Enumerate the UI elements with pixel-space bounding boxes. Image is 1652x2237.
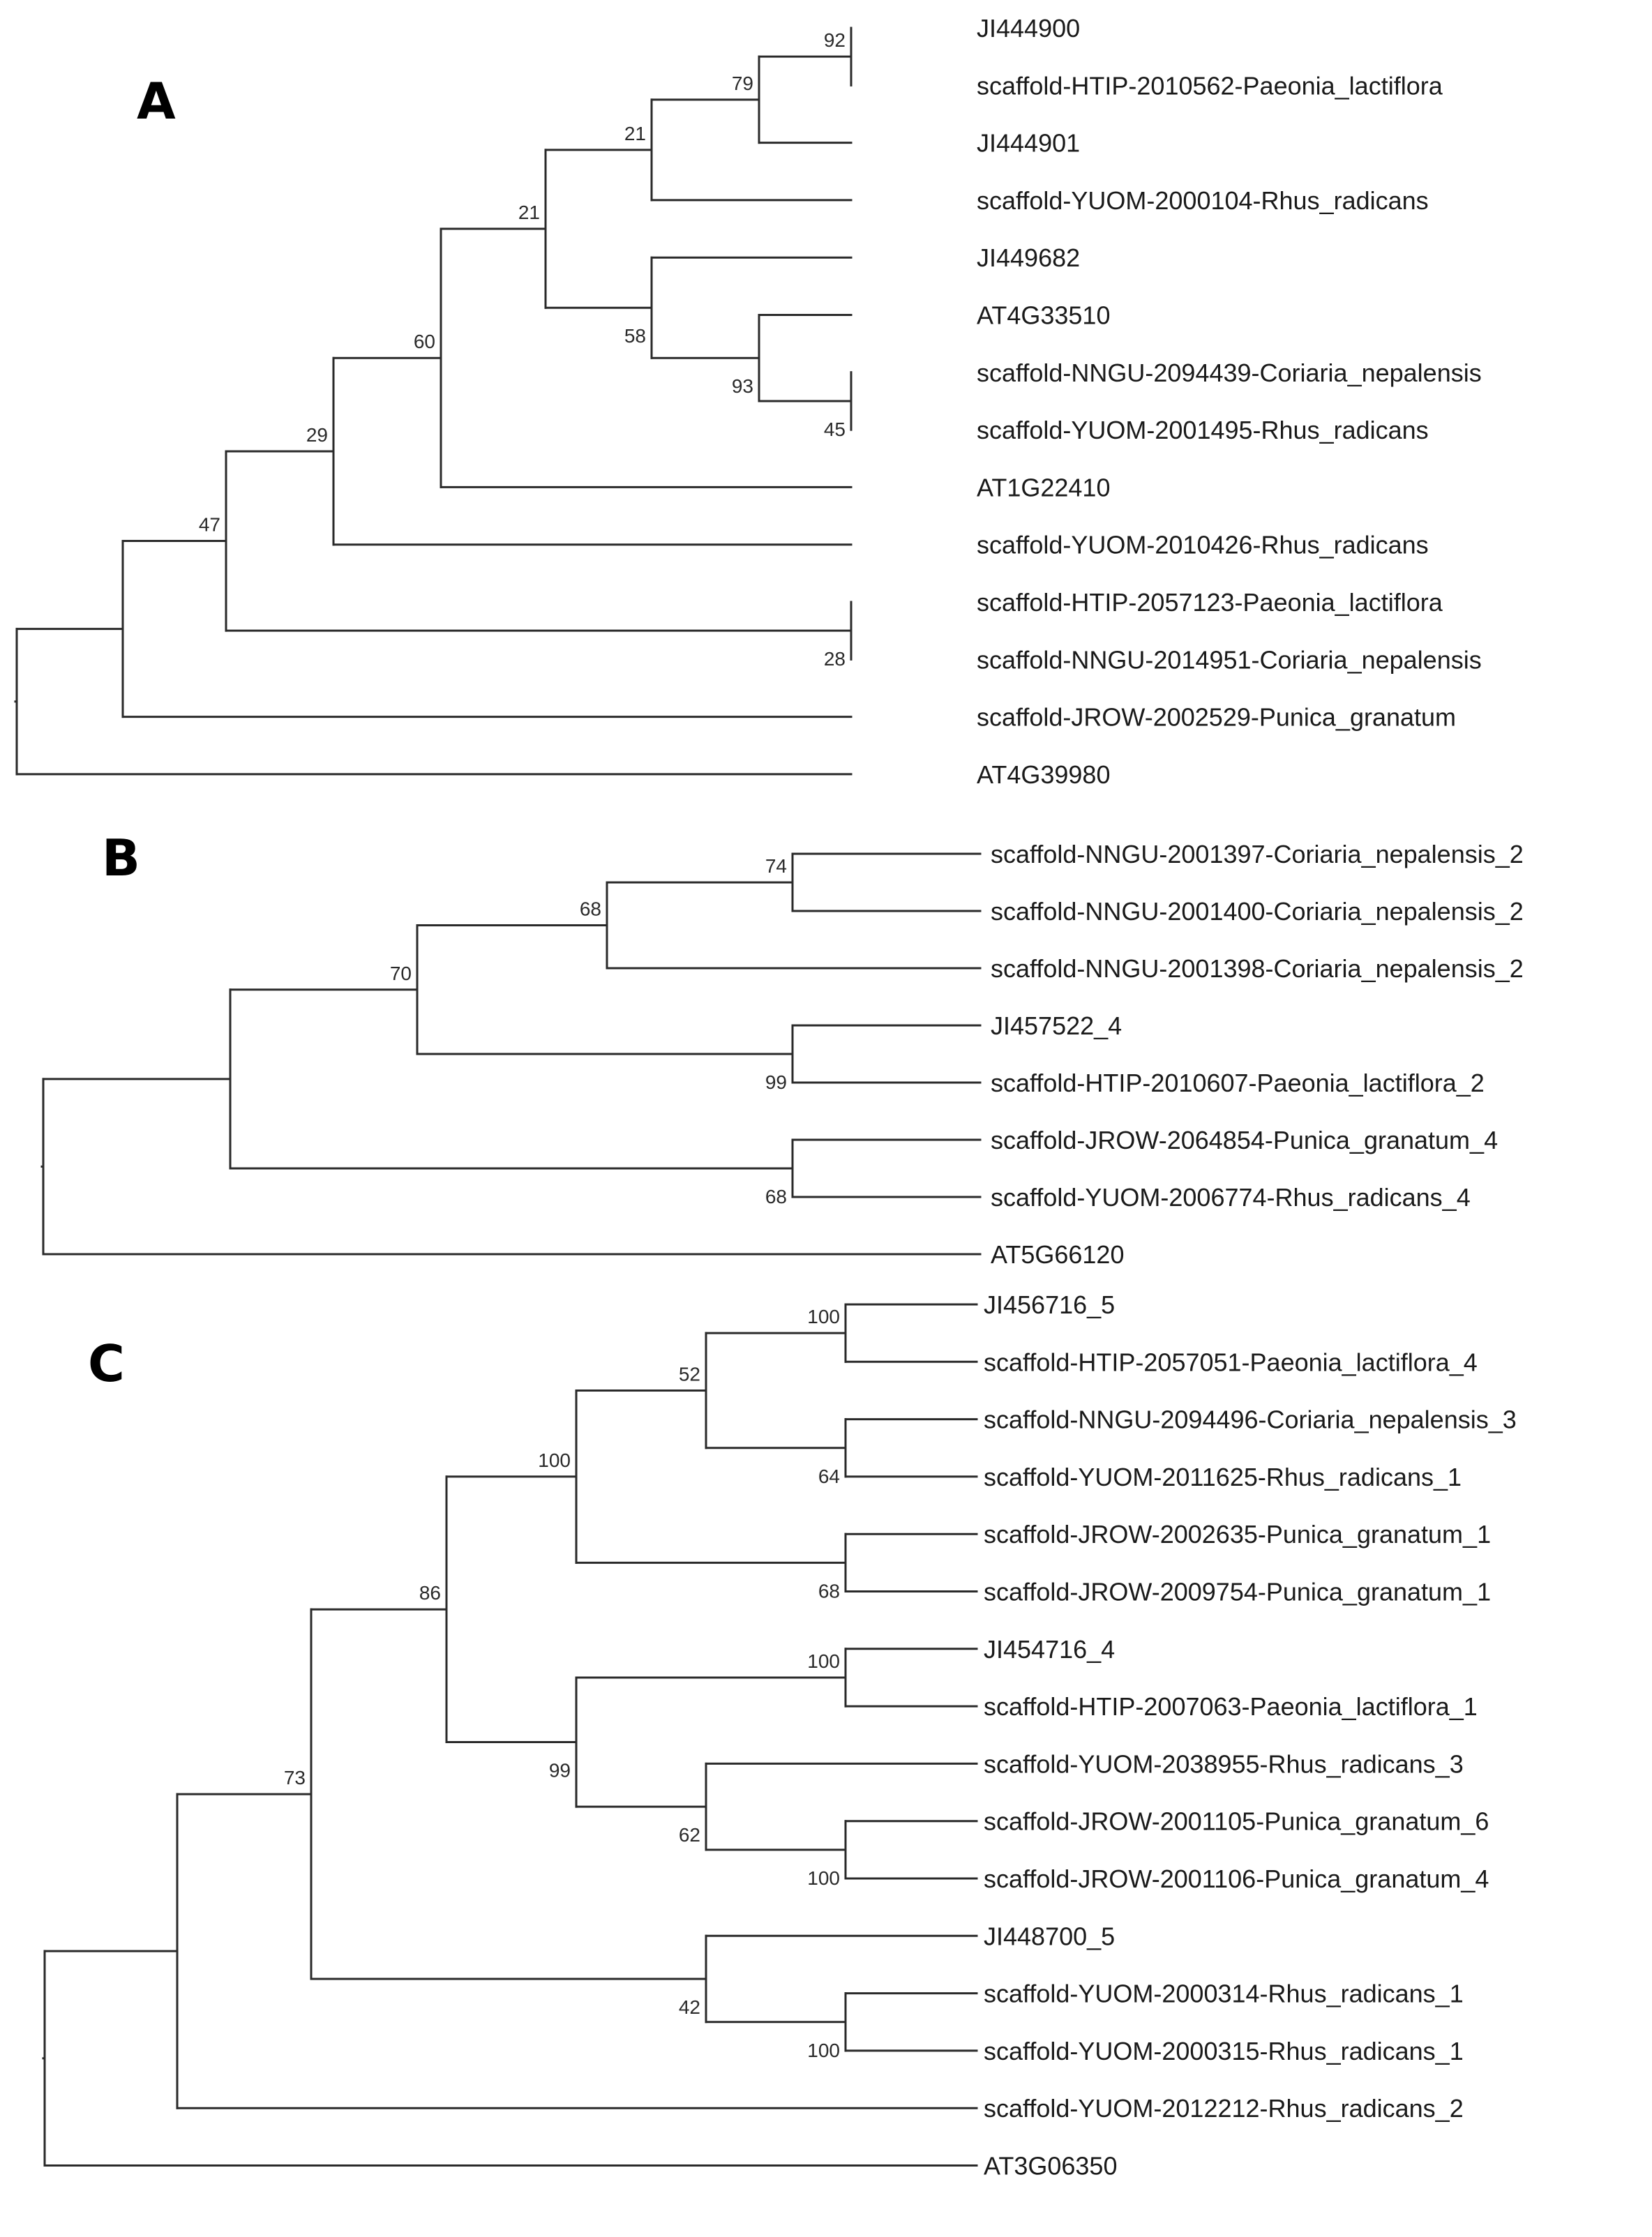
bootstrap-value: 100 — [807, 1306, 840, 1327]
bootstrap-value: 45 — [824, 419, 846, 440]
bootstrap-value: 21 — [518, 202, 540, 223]
panel-b: 74 68 99 70 68 scaffold-NNGU-2001397-Coriaria… — [40, 829, 1524, 1269]
bootstrap-value: 86 — [419, 1582, 441, 1604]
bootstrap-value: 68 — [818, 1580, 840, 1602]
bootstrap-value: 29 — [306, 424, 328, 446]
leaf-label: scaffold-JROW-2064854-Punica_granatum_4 — [991, 1126, 1498, 1154]
leaf-label: scaffold-NNGU-2094439-Coriaria_nepalensi… — [977, 359, 1482, 387]
leaf-label: AT4G33510 — [977, 301, 1110, 330]
leaf-label: scaffold-YUOM-2038955-Rhus_radicans_3 — [984, 1749, 1464, 1778]
leaf-label: AT5G66120 — [991, 1240, 1124, 1269]
bootstrap-value: 100 — [807, 1867, 840, 1889]
leaf-label: scaffold-YUOM-2000104-Rhus_radicans — [977, 186, 1429, 215]
leaf-label: scaffold-HTIP-2057051-Paeonia_lactiflora… — [984, 1348, 1478, 1376]
leaf-label: scaffold-HTIP-2057123-Paeonia_lactiflora — [977, 588, 1443, 617]
bootstrap-value: 68 — [765, 1186, 787, 1207]
bootstrap-value: 62 — [679, 1824, 700, 1846]
leaf-label: scaffold-YUOM-2001495-Rhus_radicans — [977, 416, 1429, 444]
bootstrap-value: 92 — [824, 29, 846, 51]
panel-letter: B — [102, 829, 140, 887]
bootstrap-value: 28 — [824, 648, 846, 670]
bootstrap-value: 47 — [199, 514, 220, 536]
leaf-label: scaffold-HTIP-2010607-Paeonia_lactiflora… — [991, 1069, 1485, 1097]
leaf-label: scaffold-YUOM-2012212-Rhus_radicans_2 — [984, 2094, 1464, 2123]
leaf-label: scaffold-NNGU-2094496-Coriaria_nepalensi… — [984, 1406, 1517, 1434]
panel-letter: A — [137, 72, 176, 130]
bootstrap-value: 93 — [732, 375, 753, 397]
leaf-label: scaffold-NNGU-2014951-Coriaria_nepalensi… — [977, 645, 1482, 674]
bootstrap-value: 70 — [390, 963, 412, 984]
leaf-label: scaffold-YUOM-2000315-Rhus_radicans_1 — [984, 2037, 1464, 2065]
leaf-label: scaffold-JROW-2001105-Punica_granatum_6 — [984, 1807, 1489, 1836]
bootstrap-value: 21 — [624, 123, 646, 144]
bootstrap-value: 79 — [732, 73, 753, 94]
bootstrap-value: 60 — [414, 331, 435, 352]
leaf-label: scaffold-YUOM-2010426-Rhus_radicans — [977, 531, 1429, 559]
panel-c: 100 64 52 68 100 100 100 62 99 86 100 42 73 JI456716_… — [42, 1290, 1517, 2180]
leaf-label: scaffold-HTIP-2007063-Paeonia_lactiflora… — [984, 1692, 1478, 1721]
bootstrap-value: 74 — [765, 855, 787, 877]
leaf-label: scaffold-YUOM-2006774-Rhus_radicans_4 — [991, 1183, 1471, 1212]
leaf-label: scaffold-NNGU-2001398-Coriaria_nepalensi… — [991, 954, 1524, 983]
leaf-label: scaffold-JROW-2002635-Punica_granatum_1 — [984, 1520, 1491, 1549]
leaf-label: JI444900 — [977, 14, 1080, 43]
bootstrap-value: 100 — [807, 1650, 840, 1672]
leaf-label: AT1G22410 — [977, 473, 1110, 502]
bootstrap-value: 42 — [679, 1996, 700, 2018]
panel-letter: C — [88, 1334, 125, 1393]
leaf-label: JI448700_5 — [984, 1922, 1115, 1950]
leaf-label: scaffold-YUOM-2011625-Rhus_radicans_1 — [984, 1463, 1462, 1491]
bootstrap-value: 73 — [284, 1767, 306, 1788]
bootstrap-value: 68 — [580, 898, 601, 920]
leaf-label: JI457522_4 — [991, 1011, 1122, 1040]
bootstrap-value: 100 — [538, 1449, 571, 1471]
leaf-label: scaffold-NNGU-2001400-Coriaria_nepalensi… — [991, 897, 1524, 926]
leaf-label: scaffold-JROW-2009754-Punica_granatum_1 — [984, 1578, 1491, 1606]
leaf-label: JI456716_5 — [984, 1290, 1115, 1319]
leaf-label: JI444901 — [977, 129, 1080, 158]
bootstrap-value: 58 — [624, 325, 646, 347]
leaf-label: scaffold-HTIP-2010562-Paeonia_lactiflora — [977, 71, 1443, 100]
leaf-label: scaffold-NNGU-2001397-Coriaria_nepalensi… — [991, 840, 1524, 868]
bootstrap-value: 100 — [807, 2040, 840, 2061]
bootstrap-value: 64 — [818, 1466, 840, 1487]
leaf-label: JI454716_4 — [984, 1635, 1115, 1664]
bootstrap-value: 52 — [679, 1363, 700, 1385]
leaf-label: scaffold-JROW-2002529-Punica_granatum — [977, 703, 1456, 732]
leaf-label: scaffold-YUOM-2000314-Rhus_radicans_1 — [984, 1980, 1464, 2008]
leaf-label: scaffold-JROW-2001106-Punica_granatum_4 — [984, 1865, 1489, 1893]
bootstrap-value: 99 — [549, 1760, 571, 1782]
leaf-label: AT4G39980 — [977, 760, 1110, 789]
bootstrap-value: 99 — [765, 1071, 787, 1093]
leaf-label: JI449682 — [977, 243, 1080, 272]
panel-a: 92 79 21 45 93 58 21 60 29 28 47 JI444900 scaffold-H… — [14, 14, 1482, 789]
leaf-label: AT3G06350 — [984, 2152, 1117, 2180]
